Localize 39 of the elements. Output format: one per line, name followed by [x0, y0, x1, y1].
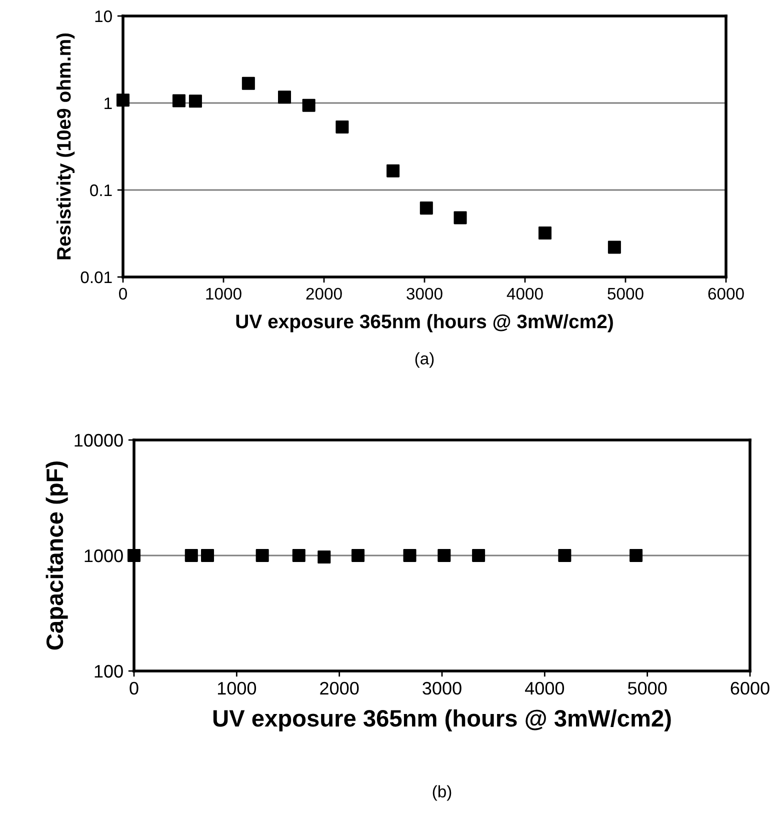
- x-tick-label: 1000: [218, 682, 256, 695]
- y-axis-title: Capacitance (pF): [46, 462, 68, 650]
- point: [278, 90, 292, 104]
- y-tick-label: 100: [94, 664, 123, 678]
- point: [242, 76, 255, 90]
- y-tick-label: 0.01: [80, 271, 112, 284]
- point: [188, 94, 202, 108]
- point: [172, 94, 186, 108]
- x-tick-label: 3000: [422, 682, 462, 695]
- point: [116, 94, 130, 107]
- text: (a): [415, 352, 434, 368]
- y-axis-title: Resistivity (10e9 ohm.m): [56, 33, 75, 260]
- point: [302, 98, 316, 112]
- point: [386, 164, 400, 178]
- x-tick-label: 4000: [506, 288, 543, 300]
- x-tick-label: 5000: [628, 682, 667, 695]
- x-tick-label: 4000: [525, 682, 564, 695]
- point: [420, 202, 433, 215]
- y-tick-label: 1: [104, 98, 112, 110]
- y-tick-label: 10000: [74, 434, 123, 447]
- x-tick-label: 0: [130, 682, 138, 695]
- point: [454, 211, 467, 224]
- y-tick-label: 1000: [84, 549, 123, 562]
- x-tick-label: 5000: [608, 288, 644, 300]
- y-tick-label: 10: [95, 10, 112, 22]
- x-tick-label: 1000: [206, 288, 242, 300]
- x-axis-title: UV exposure 365nm (hours @ 3mW/cm2): [236, 314, 613, 332]
- x-tick-label: 6000: [708, 288, 744, 300]
- x-axis-title: UV exposure 365nm (hours @ 3mW/cm2): [213, 709, 671, 732]
- x-tick-label: 2000: [320, 682, 359, 695]
- x-tick-label: 2000: [306, 288, 342, 300]
- y-tick-label: 0.1: [90, 184, 112, 196]
- point: [608, 240, 621, 254]
- point: [336, 120, 349, 134]
- point: [538, 226, 552, 240]
- x-tick-label: 3000: [406, 288, 442, 300]
- text: (b): [432, 785, 452, 801]
- x-tick-label: 6000: [730, 682, 770, 695]
- x-tick-label: 0: [119, 288, 127, 300]
